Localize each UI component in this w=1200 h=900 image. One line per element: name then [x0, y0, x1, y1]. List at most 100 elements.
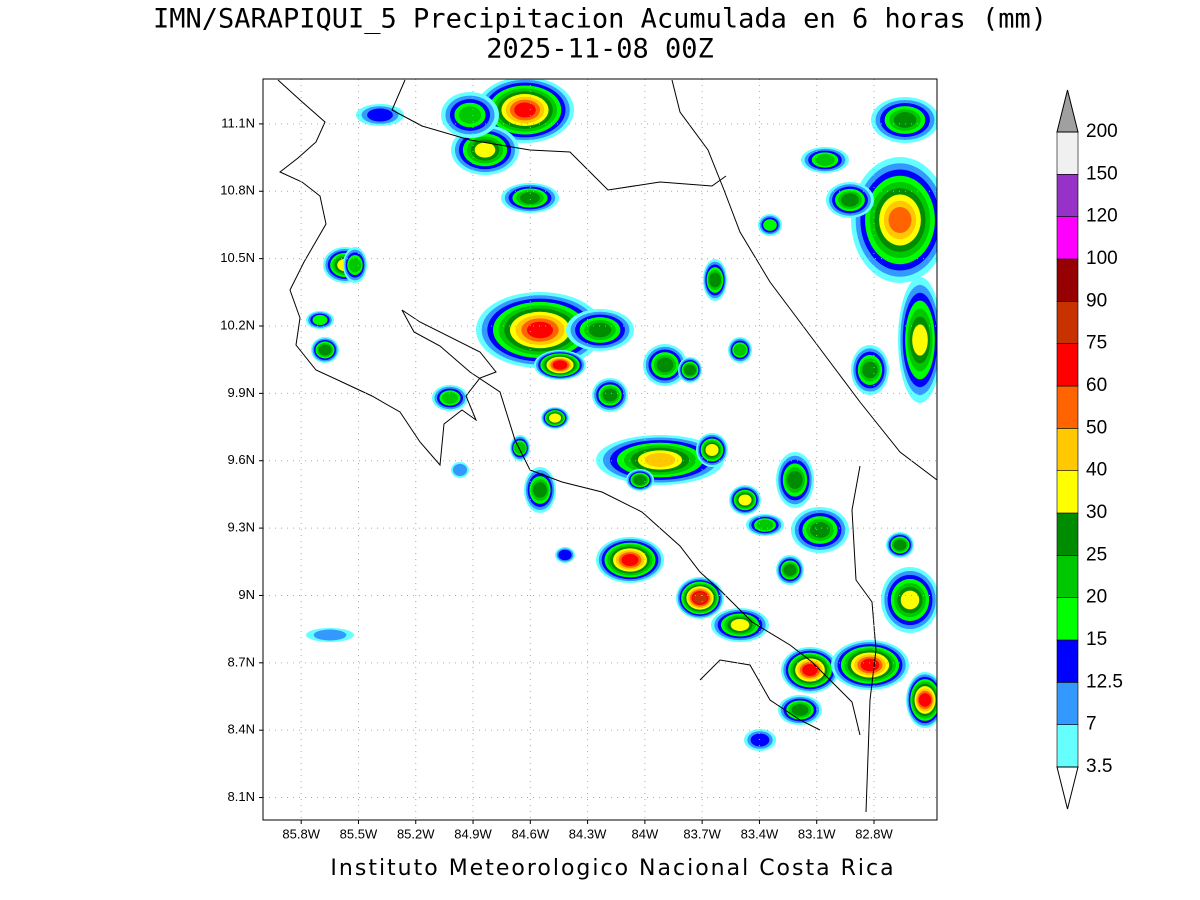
rain-cell	[750, 733, 770, 747]
colorbar-label: 100	[1086, 248, 1118, 269]
coastlines	[277, 79, 937, 813]
rain-cell	[763, 219, 777, 231]
caribbean-coast	[671, 79, 937, 481]
colorbar-bin	[1056, 216, 1079, 260]
rain-cell	[802, 663, 818, 677]
colorbar-bin	[1056, 343, 1079, 387]
rain-cell	[552, 360, 568, 370]
y-tick-label: 9N	[238, 587, 255, 602]
rain-cell	[900, 590, 920, 610]
colorbar-over	[1056, 89, 1079, 133]
osa-peninsula	[699, 659, 821, 731]
colorbar-label: 20	[1086, 587, 1107, 608]
colorbar-bin	[1056, 724, 1079, 768]
rain-cell	[893, 112, 917, 128]
map-title: IMN/SARAPIQUI_5 Precipitacion Acumulada …	[153, 4, 1047, 35]
colorbar-bin	[1056, 301, 1079, 344]
rain-cell	[621, 553, 639, 567]
x-tick-label: 84.6W	[512, 826, 550, 841]
rain-cell	[684, 364, 696, 376]
rain-cell	[514, 442, 526, 454]
axes: 85.8W 85.5W 85.2W 84.9W 84.6W 84.3W 84W 83.7W 83…	[220, 115, 893, 841]
rain-cell	[815, 154, 835, 166]
colorbar-bin	[1056, 597, 1079, 641]
colorbar-bin	[1056, 470, 1079, 514]
rain-cell	[442, 392, 458, 404]
nicaragua-border	[391, 79, 727, 191]
rain-cell	[474, 142, 496, 158]
rain-cell	[644, 452, 676, 468]
x-tick-label: 85.2W	[397, 826, 435, 841]
rain-cell	[809, 522, 831, 538]
rain-cell	[738, 494, 752, 506]
colorbar-label: 75	[1086, 333, 1107, 354]
rain-cell	[602, 388, 618, 402]
rain-cell	[452, 463, 468, 477]
colorbar-bin	[1056, 512, 1079, 556]
colorbar-label: 150	[1086, 163, 1118, 184]
rain-cell	[783, 564, 797, 576]
rain-cell	[514, 102, 536, 118]
rain-cell	[533, 482, 547, 498]
x-tick-label: 84.3W	[569, 826, 607, 841]
colorbar-bin	[1056, 682, 1079, 725]
colorbar-bin	[1056, 131, 1079, 175]
x-tick-label: 85.5W	[340, 826, 378, 841]
colorbar-label: 40	[1086, 460, 1107, 481]
rain-cell	[313, 629, 347, 641]
rain-cell	[860, 658, 880, 672]
colorbar-bin	[1056, 258, 1079, 302]
rain-cell	[588, 322, 612, 338]
map-frame	[262, 78, 938, 821]
map-subtitle: 2025-11-08 00Z	[486, 34, 714, 65]
colorbar-bin	[1056, 385, 1079, 429]
colorbar-label: 15	[1086, 629, 1107, 650]
colorbar: 3.5 7 12.5 15 20 25 30 40 50 60 75 90 100 120 150 200	[1056, 89, 1123, 810]
rain-cell	[519, 192, 541, 204]
rain-cell	[318, 344, 332, 356]
precipitation-field	[306, 79, 937, 751]
colorbar-label: 50	[1086, 417, 1107, 438]
y-tick-label: 10.5N	[220, 250, 255, 265]
x-tick-label: 84.9W	[454, 826, 492, 841]
x-tick-label: 83.7W	[683, 826, 721, 841]
rain-cell	[888, 207, 912, 233]
rain-cell	[787, 470, 803, 490]
rain-cell	[705, 444, 719, 456]
pacific-coast	[277, 79, 861, 736]
x-tick-label: 82.8W	[855, 826, 893, 841]
y-tick-label: 10.2N	[220, 317, 255, 332]
rain-cell	[893, 539, 907, 551]
y-tick-label: 10.8N	[220, 183, 255, 198]
colorbar-bin	[1056, 639, 1079, 683]
colorbar-label: 25	[1086, 544, 1107, 565]
y-tick-label: 8.7N	[228, 654, 255, 669]
colorbar-under	[1056, 766, 1079, 810]
rain-cell	[367, 108, 393, 122]
x-tick-label: 83.4W	[741, 826, 779, 841]
rain-cell	[633, 475, 647, 485]
rain-cell	[918, 693, 932, 707]
y-tick-label: 8.4N	[228, 722, 255, 737]
rain-cell	[791, 704, 809, 716]
rain-cell	[558, 549, 572, 561]
colorbar-label: 3.5	[1086, 756, 1112, 777]
x-tick-label: 83.1W	[798, 826, 836, 841]
y-tick-label: 9.9N	[228, 385, 255, 400]
rain-cell	[693, 592, 707, 604]
rain-cell	[526, 321, 554, 339]
rain-cell	[756, 519, 774, 531]
colorbar-label: 90	[1086, 290, 1107, 311]
panama-border	[851, 465, 877, 813]
rain-cell	[862, 361, 878, 379]
colorbar-label: 7	[1086, 714, 1097, 735]
x-tick-label: 85.8W	[282, 826, 320, 841]
colorbar-label: 60	[1086, 375, 1107, 396]
colorbar-bin	[1056, 174, 1079, 217]
colorbar-label: 200	[1086, 121, 1118, 142]
rain-cell	[912, 324, 928, 356]
colorbar-label: 120	[1086, 206, 1118, 227]
rain-cell	[348, 257, 362, 273]
rain-cell	[733, 344, 747, 356]
rain-cell	[656, 357, 674, 373]
